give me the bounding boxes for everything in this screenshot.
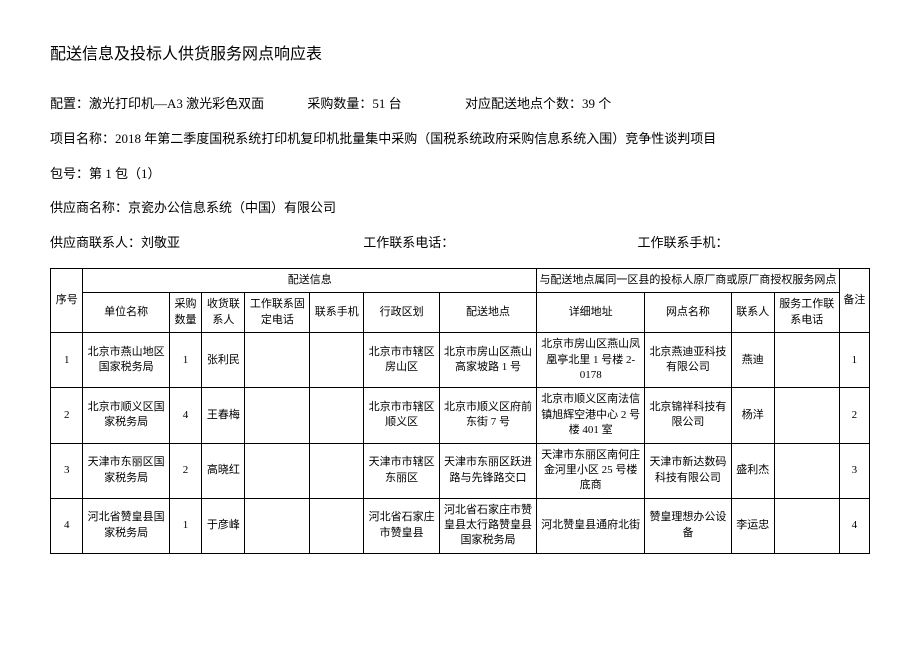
cell-tel — [245, 498, 310, 553]
cell-svctel — [774, 498, 839, 553]
cell-contact: 燕迪 — [731, 333, 774, 388]
th-detail: 详细地址 — [537, 293, 645, 333]
th-tel: 工作联系固定电话 — [245, 293, 310, 333]
cell-qty: 1 — [169, 498, 201, 553]
th-group-delivery: 配送信息 — [83, 268, 537, 292]
project-label: 项目名称： — [50, 131, 115, 146]
th-addr: 配送地点 — [439, 293, 536, 333]
cell-tel — [245, 443, 310, 498]
cell-receiver: 高晓红 — [202, 443, 245, 498]
table-row: 3 天津市东丽区国家税务局 2 高晓红 天津市市辖区东丽区 天津市东丽区跃进路与… — [51, 443, 870, 498]
supplier-mobile-label: 工作联系手机： — [638, 235, 729, 250]
package-label: 包号： — [50, 166, 89, 181]
cell-mobile — [310, 333, 364, 388]
cell-receiver: 于彦峰 — [202, 498, 245, 553]
cell-seq: 4 — [51, 498, 83, 553]
cell-remark: 4 — [839, 498, 869, 553]
project-line: 项目名称：2018 年第二季度国税系统打印机复印机批量集中采购（国税系统政府采购… — [50, 129, 870, 150]
cell-shop: 北京燕迪亚科技有限公司 — [645, 333, 731, 388]
cell-seq: 3 — [51, 443, 83, 498]
supplier-contact-line: 供应商联系人：刘敬亚 工作联系电话： 工作联系手机： — [50, 233, 870, 254]
th-seq: 序号 — [51, 268, 83, 332]
config-line: 配置：激光打印机—A3 激光彩色双面 采购数量：51 台 对应配送地点个数：39… — [50, 94, 870, 115]
cell-seq: 1 — [51, 333, 83, 388]
cell-admin: 北京市市辖区顺义区 — [364, 388, 440, 443]
cell-mobile — [310, 388, 364, 443]
cell-unit: 河北省赞皇县国家税务局 — [83, 498, 169, 553]
cell-remark: 3 — [839, 443, 869, 498]
supplier-name-line: 供应商名称：京瓷办公信息系统（中国）有限公司 — [50, 198, 870, 219]
th-mobile: 联系手机 — [310, 293, 364, 333]
cell-tel — [245, 333, 310, 388]
th-admin: 行政区划 — [364, 293, 440, 333]
cell-tel — [245, 388, 310, 443]
package-line: 包号：第 1 包（1） — [50, 164, 870, 185]
cell-contact: 杨洋 — [731, 388, 774, 443]
cell-receiver: 张利民 — [202, 333, 245, 388]
project-value: 2018 年第二季度国税系统打印机复印机批量集中采购（国税系统政府采购信息系统入… — [115, 131, 716, 146]
cell-svctel — [774, 388, 839, 443]
cell-qty: 1 — [169, 333, 201, 388]
th-shop: 网点名称 — [645, 293, 731, 333]
th-qty: 采购数量 — [169, 293, 201, 333]
cell-svctel — [774, 333, 839, 388]
table-row: 1 北京市燕山地区国家税务局 1 张利民 北京市市辖区房山区 北京市房山区燕山高… — [51, 333, 870, 388]
loc-label: 对应配送地点个数： — [465, 96, 582, 111]
cell-seq: 2 — [51, 388, 83, 443]
table-row: 4 河北省赞皇县国家税务局 1 于彦峰 河北省石家庄市赞皇县 河北省石家庄市赞皇… — [51, 498, 870, 553]
cell-unit: 北京市燕山地区国家税务局 — [83, 333, 169, 388]
cell-addr: 北京市顺义区府前东街 7 号 — [439, 388, 536, 443]
th-remark: 备注 — [839, 268, 869, 332]
package-value: 第 1 包（1） — [89, 166, 161, 181]
cell-detail: 北京市房山区燕山凤凰亭北里 1 号楼 2-0178 — [537, 333, 645, 388]
cell-detail: 河北赞皇县通府北街 — [537, 498, 645, 553]
cell-receiver: 王春梅 — [202, 388, 245, 443]
response-table: 序号 配送信息 与配送地点属同一区县的投标人原厂商或原厂商授权服务网点 备注 单… — [50, 268, 870, 554]
cell-shop: 天津市新达数码科技有限公司 — [645, 443, 731, 498]
cell-shop: 北京锦祥科技有限公司 — [645, 388, 731, 443]
cell-mobile — [310, 443, 364, 498]
qty-value: 51 台 — [372, 96, 401, 111]
cell-shop: 赞皇理想办公设备 — [645, 498, 731, 553]
cell-qty: 4 — [169, 388, 201, 443]
th-svctel: 服务工作联系电话 — [774, 293, 839, 333]
supplier-name-label: 供应商名称： — [50, 200, 128, 215]
cell-admin: 北京市市辖区房山区 — [364, 333, 440, 388]
cell-remark: 2 — [839, 388, 869, 443]
supplier-contact-value: 刘敬亚 — [141, 235, 180, 250]
cell-unit: 北京市顺义区国家税务局 — [83, 388, 169, 443]
cell-qty: 2 — [169, 443, 201, 498]
cell-unit: 天津市东丽区国家税务局 — [83, 443, 169, 498]
cell-mobile — [310, 498, 364, 553]
cell-addr: 天津市东丽区跃进路与先锋路交口 — [439, 443, 536, 498]
th-contact: 联系人 — [731, 293, 774, 333]
cell-detail: 北京市顺义区南法信镇旭辉空港中心 2 号楼 401 室 — [537, 388, 645, 443]
supplier-name-value: 京瓷办公信息系统（中国）有限公司 — [128, 200, 336, 215]
document-title: 配送信息及投标人供货服务网点响应表 — [50, 40, 870, 64]
table-row: 2 北京市顺义区国家税务局 4 王春梅 北京市市辖区顺义区 北京市顺义区府前东街… — [51, 388, 870, 443]
th-group-service: 与配送地点属同一区县的投标人原厂商或原厂商授权服务网点 — [537, 268, 840, 292]
th-receiver: 收货联系人 — [202, 293, 245, 333]
qty-label: 采购数量： — [307, 96, 372, 111]
cell-admin: 河北省石家庄市赞皇县 — [364, 498, 440, 553]
loc-value: 39 个 — [582, 96, 611, 111]
th-unit: 单位名称 — [83, 293, 169, 333]
cell-addr: 河北省石家庄市赞皇县太行路赞皇县国家税务局 — [439, 498, 536, 553]
supplier-contact-label: 供应商联系人： — [50, 235, 141, 250]
cell-admin: 天津市市辖区东丽区 — [364, 443, 440, 498]
cell-addr: 北京市房山区燕山高家坡路 1 号 — [439, 333, 536, 388]
cell-contact: 李运忠 — [731, 498, 774, 553]
config-label: 配置： — [50, 96, 89, 111]
supplier-tel-label: 工作联系电话： — [363, 235, 454, 250]
cell-detail: 天津市东丽区南何庄金河里小区 25 号楼底商 — [537, 443, 645, 498]
config-value: 激光打印机—A3 激光彩色双面 — [89, 96, 264, 111]
cell-contact: 盛利杰 — [731, 443, 774, 498]
cell-remark: 1 — [839, 333, 869, 388]
cell-svctel — [774, 443, 839, 498]
